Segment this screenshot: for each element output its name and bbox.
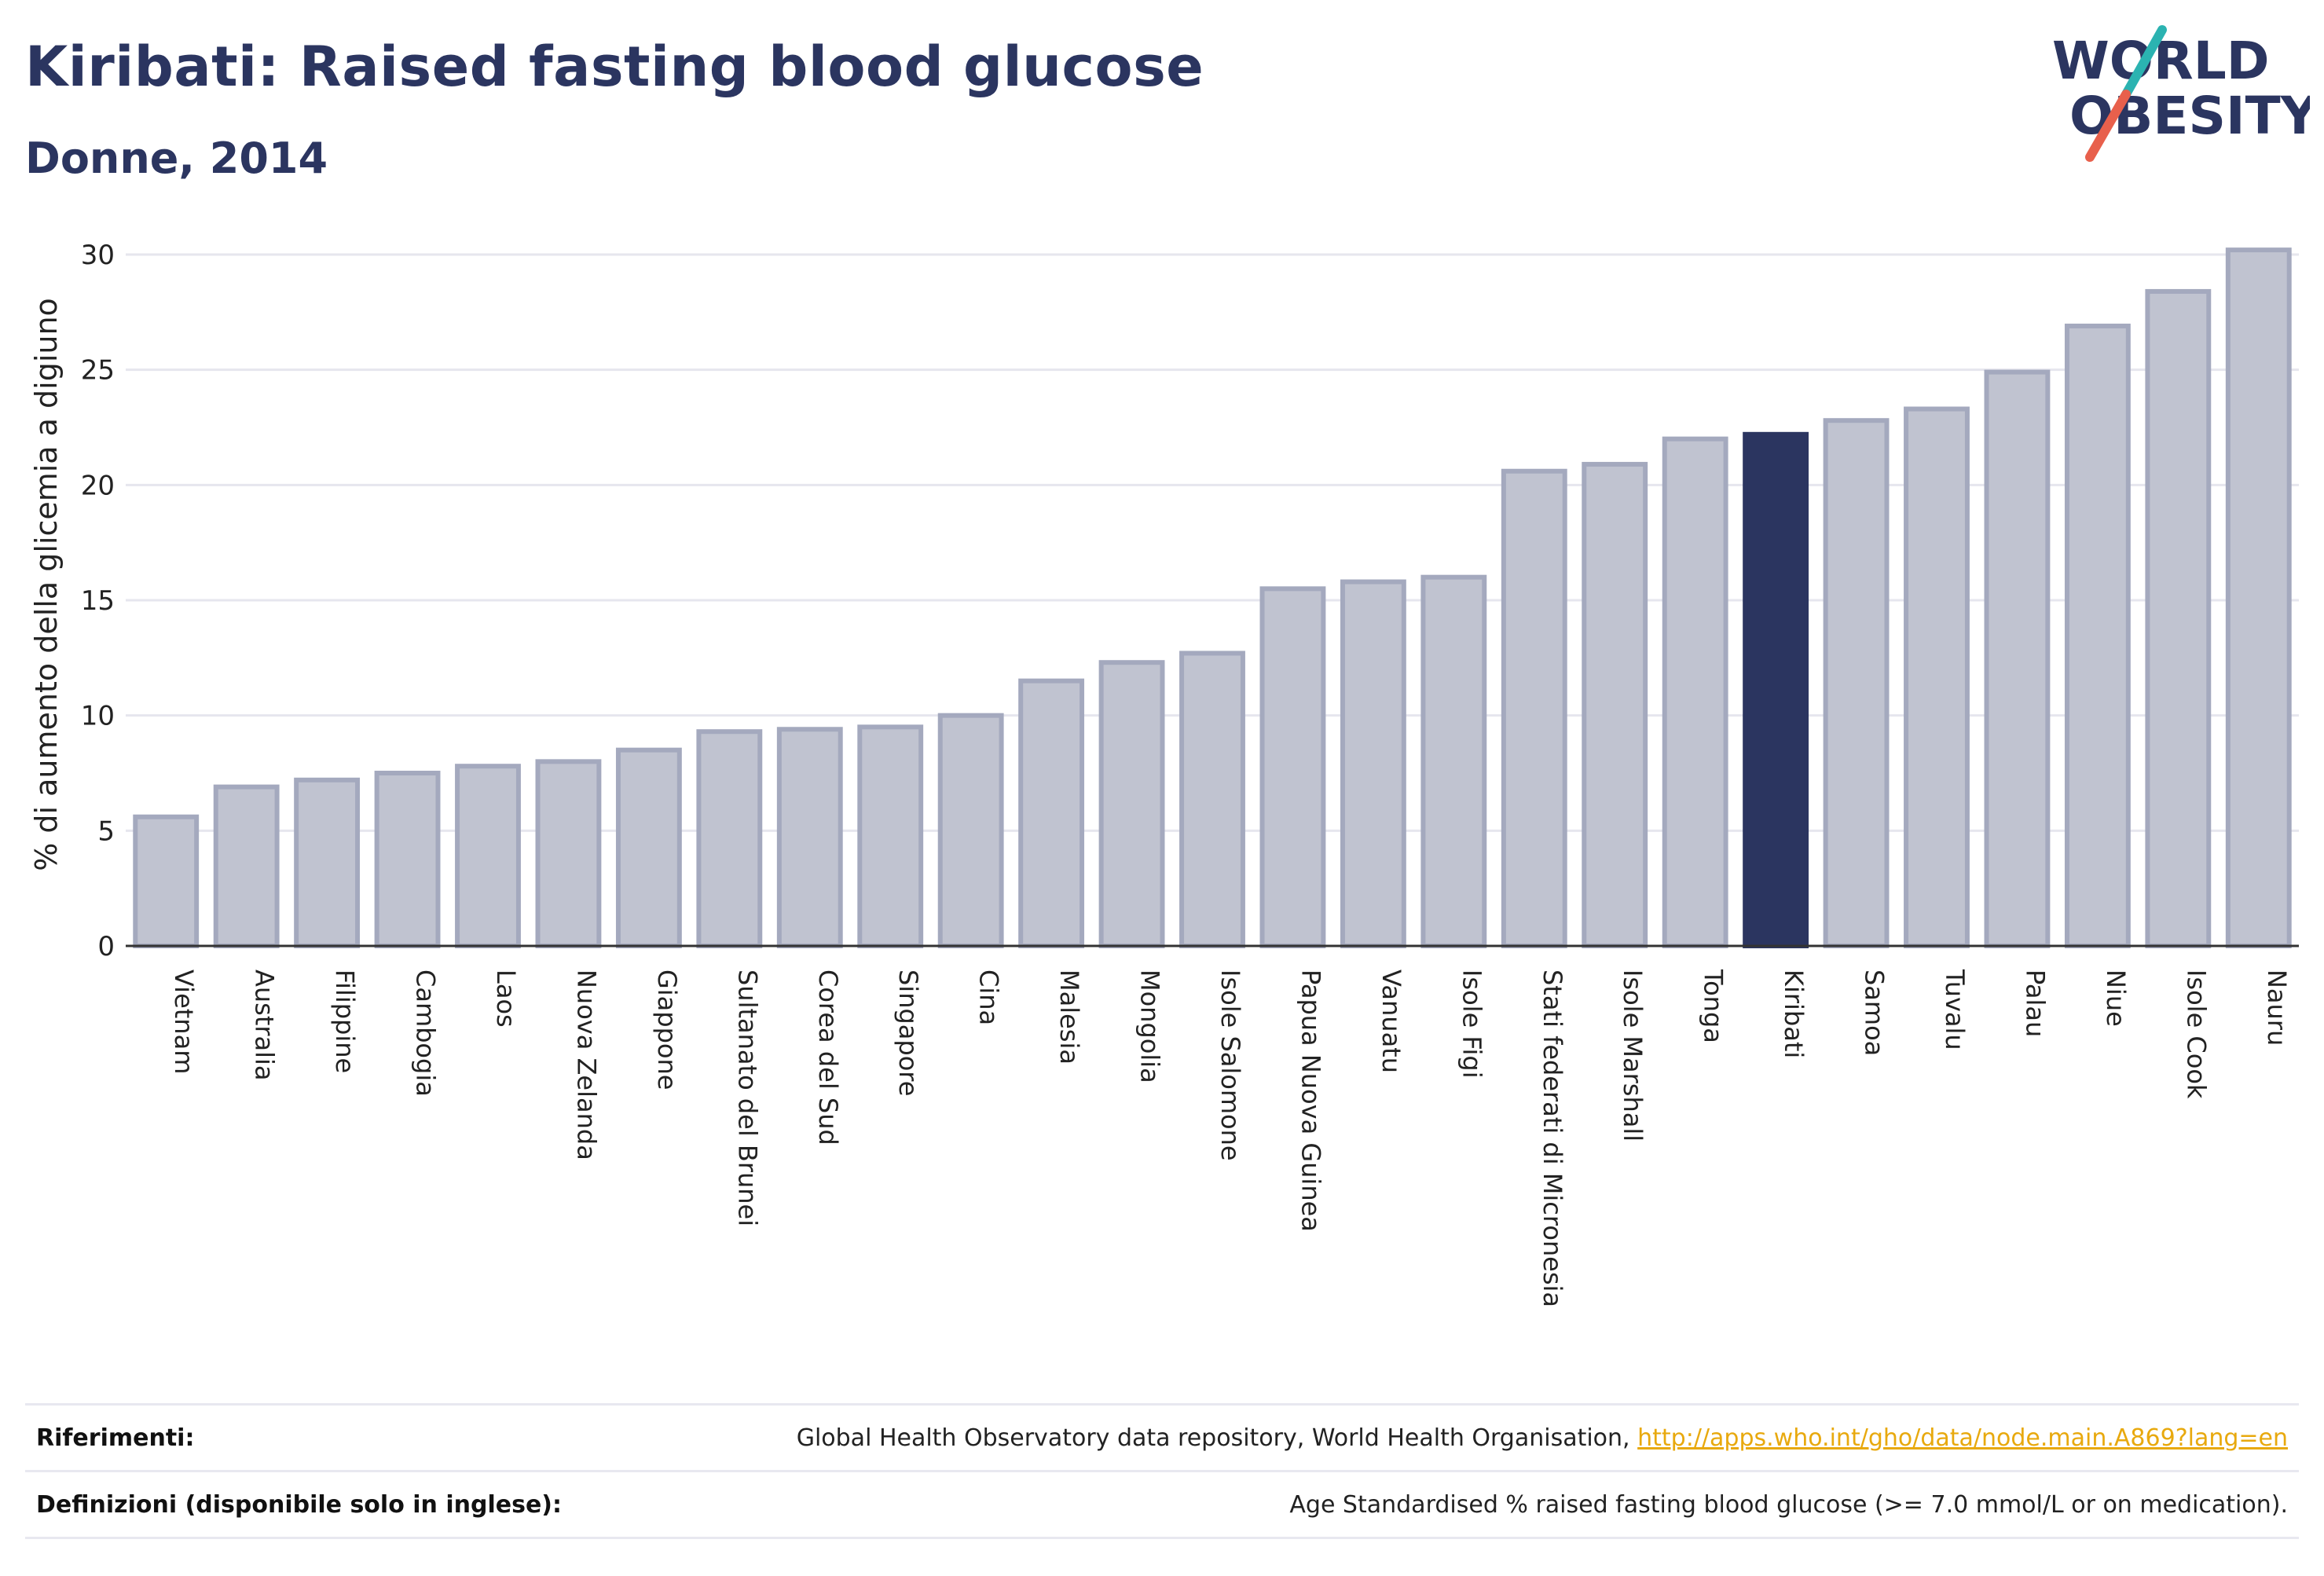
logo-slash-teal (2121, 25, 2167, 99)
x-tick-label: Nauru (2262, 969, 2292, 1046)
x-tick-label: Corea del Sud (813, 969, 843, 1145)
bar-nuova-zelanda (535, 759, 602, 948)
bar-mongolia (1098, 660, 1165, 948)
bar-isole-cook (2145, 288, 2212, 948)
x-tick-label: Mongolia (1135, 969, 1165, 1083)
y-tick-label: 15 (81, 585, 115, 617)
x-tick-label: Malesia (1054, 969, 1084, 1065)
bar-stati-federati-di-micronesia (1501, 468, 1567, 948)
x-tick-label: Samoa (1860, 969, 1890, 1056)
x-tick-label: Vanuatu (1376, 969, 1406, 1073)
x-tick-label: Nuova Zelanda (571, 969, 601, 1160)
bar-vanuatu (1340, 579, 1406, 948)
bar-sultanato-del-brunei (696, 729, 763, 948)
bar-laos (455, 764, 521, 949)
bar-australia (213, 784, 280, 948)
references-text: Global Health Observatory data repositor… (796, 1424, 1630, 1452)
y-tick-label: 20 (81, 470, 115, 501)
x-tick-label: Isole Marshall (1618, 969, 1648, 1142)
bar-malesia (1018, 678, 1085, 949)
x-tick-label: Isole Cook (2181, 969, 2211, 1099)
bar-tonga (1662, 436, 1728, 948)
y-tick-label: 10 (81, 701, 115, 732)
bar-isole-marshall (1582, 461, 1648, 948)
definitions-label: Definizioni (disponibile solo in inglese… (36, 1490, 562, 1519)
references-link[interactable]: http://apps.who.int/gho/data/node.main.A… (1637, 1424, 2288, 1452)
references-row: Riferimenti: Global Health Observatory d… (25, 1403, 2299, 1470)
x-tick-label: Isole Figi (1457, 969, 1486, 1079)
bar-filippine (294, 777, 361, 948)
chart-subtitle: Donne, 2014 (25, 134, 328, 183)
y-axis-ticks: 0 5 10 15 20 25 30 (81, 240, 115, 962)
x-tick-label: Stati federati di Micronesia (1538, 969, 1567, 1307)
x-tick-label: Filippine (330, 969, 360, 1073)
bar-corea-del-sud (776, 727, 843, 948)
bar-papua-nuova-guinea (1259, 586, 1326, 948)
world-obesity-logo: WORLD OBESITY (2052, 25, 2310, 162)
bar-cina (937, 713, 1004, 949)
definitions-row: Definizioni (disponibile solo in inglese… (25, 1470, 2299, 1539)
bar-samoa (1823, 418, 1890, 948)
x-tick-label: Cina (974, 969, 1004, 1025)
x-tick-label: Tuvalu (1940, 969, 1970, 1050)
x-tick-label: Kiribati (1779, 969, 1809, 1058)
x-tick-label: Palau (2020, 969, 2050, 1037)
x-tick-label: Papua Nuova Guinea (1296, 969, 1325, 1232)
x-tick-label: Sultanato del Brunei (732, 969, 762, 1226)
x-tick-label: Singapore (893, 969, 923, 1096)
bar-vietnam (133, 814, 200, 948)
bar-nauru (2225, 247, 2292, 948)
chart-title: Kiribati: Raised fasting blood glucose (25, 35, 1204, 99)
logo-slash-red (2085, 90, 2131, 162)
bar-palau (1984, 369, 2051, 949)
footer-references: Riferimenti: Global Health Observatory d… (25, 1403, 2299, 1539)
y-tick-label: 30 (81, 240, 115, 271)
bar-giappone (615, 747, 682, 949)
x-tick-label: Niue (2101, 969, 2131, 1027)
bar-chart: 0 5 10 15 20 25 30 Vietnam Australia Filippine Ca… (29, 240, 2299, 1307)
bar-isole-figi (1420, 574, 1487, 949)
bar-singapore (857, 724, 924, 948)
y-tick-label: 25 (81, 355, 115, 387)
bars (133, 247, 2292, 949)
x-tick-label: Cambogia (411, 969, 441, 1097)
bar-cambogia (374, 771, 441, 948)
bar-isole-salomone (1179, 651, 1245, 948)
definitions-text: Age Standardised % raised fasting blood … (1289, 1490, 2288, 1519)
references-label: Riferimenti: (36, 1424, 195, 1452)
x-tick-label: Giappone (652, 969, 682, 1090)
y-tick-label: 0 (97, 931, 115, 962)
y-tick-label: 5 (97, 815, 115, 847)
bar-niue (2064, 323, 2131, 948)
x-axis-labels: Vietnam Australia Filippine Cambogia Laos Nuo… (169, 969, 2292, 1307)
x-tick-label: Vietnam (169, 969, 199, 1074)
bar-tuvalu (1904, 406, 1970, 948)
x-tick-label: Laos (491, 969, 521, 1028)
x-tick-label: Tonga (1699, 969, 1728, 1043)
x-tick-label: Australia (250, 969, 280, 1081)
references-value: Global Health Observatory data repositor… (797, 1424, 2299, 1452)
y-axis-label: % di aumento della glicemia a digiuno (29, 298, 64, 871)
bar-kiribati (1743, 431, 1809, 948)
x-tick-label: Isole Salomone (1215, 969, 1245, 1161)
